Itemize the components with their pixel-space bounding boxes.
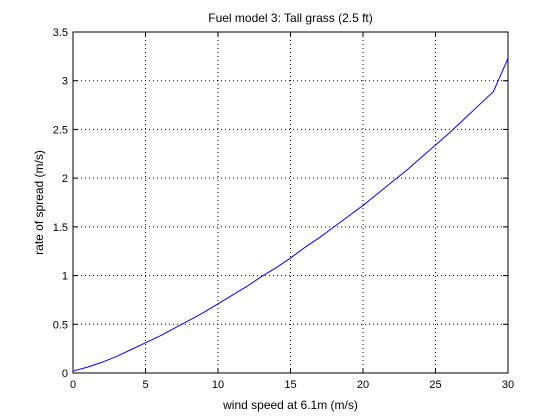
x-tick-label: 5 xyxy=(142,379,148,391)
x-tick-label: 15 xyxy=(284,379,296,391)
y-tick-label: 3.5 xyxy=(53,27,68,39)
y-tick-label: 0 xyxy=(62,368,68,380)
series-line-0 xyxy=(72,58,509,372)
y-tick-label: 3 xyxy=(62,76,68,88)
x-tick-label: 30 xyxy=(502,379,514,391)
y-tick-label: 2 xyxy=(62,173,68,185)
series-layer xyxy=(72,58,509,372)
y-axis-title: rate of spread (m/s) xyxy=(32,150,46,255)
ticks: 0 5 10 15 20 25 30 0 0.5 1 1.5 2 2.5 3 3.5 xyxy=(53,27,514,391)
x-tick-label: 10 xyxy=(212,379,224,391)
x-tick-label: 25 xyxy=(429,379,441,391)
y-tick-label: 1.5 xyxy=(53,222,68,234)
grid xyxy=(73,32,508,373)
x-axis-title: wind speed at 6.1m (m/s) xyxy=(222,398,358,412)
x-tick-label: 20 xyxy=(357,379,369,391)
chart-title: Fuel model 3: Tall grass (2.5 ft) xyxy=(208,11,373,25)
y-tick-label: 0.5 xyxy=(53,319,68,331)
x-tick-label: 0 xyxy=(70,379,76,391)
y-tick-label: 1 xyxy=(62,271,68,283)
y-tick-label: 2.5 xyxy=(53,124,68,136)
